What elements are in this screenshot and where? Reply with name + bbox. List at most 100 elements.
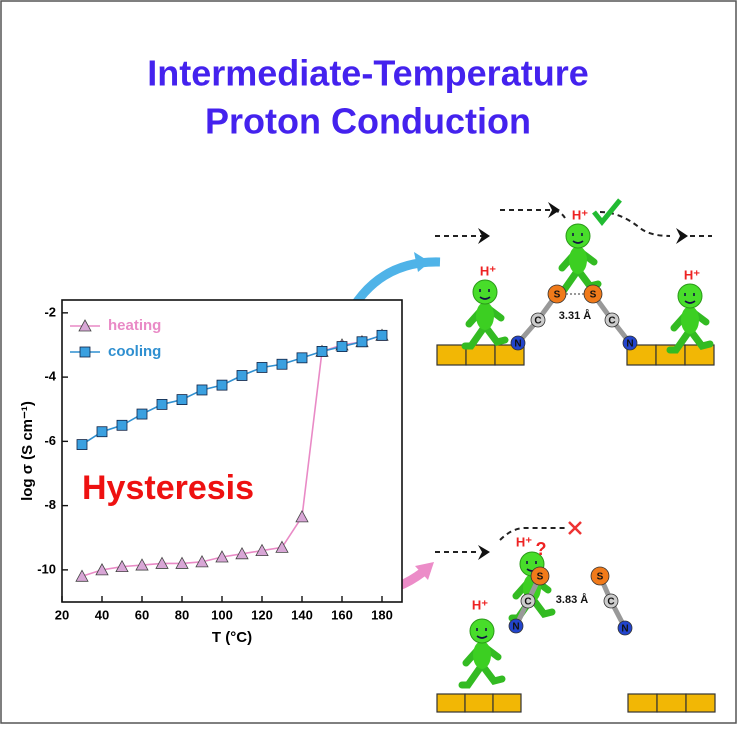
marker <box>316 346 328 357</box>
marker <box>195 555 209 568</box>
marker <box>156 399 168 410</box>
marker <box>376 329 388 341</box>
substrate-block <box>436 693 466 713</box>
marker <box>75 569 89 582</box>
x-tick-label: 80 <box>175 607 189 622</box>
atom-label: N <box>626 339 633 350</box>
marker <box>95 563 109 576</box>
chevron <box>478 545 490 560</box>
atom <box>590 566 610 586</box>
atom-label: C <box>608 316 615 327</box>
body <box>569 246 587 274</box>
marker <box>216 379 228 391</box>
marker <box>275 540 289 553</box>
marker <box>256 362 268 373</box>
annotation: Hysteresis <box>82 469 254 507</box>
marker <box>79 346 91 358</box>
marker <box>235 546 249 560</box>
marker <box>175 556 189 569</box>
cross <box>568 521 582 535</box>
proton-label: H⁺ <box>516 534 532 549</box>
x-tick-label: 140 <box>291 607 313 622</box>
marker <box>215 550 229 563</box>
proton-figure <box>554 223 602 294</box>
head <box>469 618 495 644</box>
atom <box>617 620 633 636</box>
x-tick-label: 20 <box>55 607 69 622</box>
atom <box>520 593 536 609</box>
marker <box>176 394 188 405</box>
legend-label: heating <box>108 317 161 334</box>
proton-label: H⁺ <box>572 207 588 222</box>
substrate-block <box>492 693 522 713</box>
marker <box>96 426 108 438</box>
marker <box>336 341 348 352</box>
marker <box>276 358 288 370</box>
proton-label: H⁺ <box>684 267 700 282</box>
marker <box>196 384 208 396</box>
atom-label: S <box>554 290 561 301</box>
atom-label: S <box>537 572 544 583</box>
marker <box>236 370 248 381</box>
y-tick-label: -10 <box>37 561 56 576</box>
face <box>684 293 696 304</box>
proton-figure <box>458 618 506 689</box>
marker <box>136 408 148 420</box>
substrate-block <box>685 693 716 713</box>
path-line <box>435 209 712 237</box>
atom-label: N <box>512 622 519 633</box>
distance-label: 3.31 Å <box>559 309 591 322</box>
marker <box>296 352 308 364</box>
marker <box>76 439 88 450</box>
arrowhead <box>415 562 434 580</box>
marker <box>78 319 92 332</box>
y-tick-label: -2 <box>44 304 56 319</box>
x-tick-label: 180 <box>371 607 393 622</box>
x-tick-label: 160 <box>331 607 353 622</box>
marker <box>295 510 309 523</box>
atom <box>510 335 526 351</box>
y-tick-label: -6 <box>44 433 56 448</box>
x-tick-label: 120 <box>251 607 273 622</box>
marker <box>116 419 128 431</box>
atom <box>604 312 620 328</box>
atom-label: C <box>534 316 541 327</box>
series-line <box>81 334 383 446</box>
marker <box>135 558 149 571</box>
body <box>473 641 491 669</box>
atom <box>622 335 638 351</box>
title-line: Proton Conduction <box>205 101 531 142</box>
check <box>592 198 622 226</box>
x-tick-label: 60 <box>135 607 149 622</box>
atom-label: N <box>514 339 521 350</box>
body <box>476 302 494 330</box>
head <box>472 279 498 305</box>
arrowhead <box>414 252 430 272</box>
face <box>476 628 488 639</box>
marker <box>115 559 129 573</box>
atom-label: S <box>590 290 597 301</box>
substrate-block <box>436 344 467 366</box>
path-line <box>435 527 565 553</box>
atom-label: C <box>524 597 531 608</box>
x-tick-label: 40 <box>95 607 109 622</box>
question-mark: ? <box>536 539 547 559</box>
x-axis-label: T (°C) <box>212 629 252 646</box>
x-tick-label: 100 <box>211 607 233 622</box>
distance-label: 3.83 Å <box>556 593 588 606</box>
atom-label: C <box>607 597 614 608</box>
y-tick-label: -8 <box>44 497 56 512</box>
atom <box>530 566 550 586</box>
atom <box>530 312 546 328</box>
substrate-block <box>464 693 494 713</box>
y-axis-label: log σ (S cm⁻¹) <box>19 401 36 501</box>
atom-label: N <box>621 624 628 635</box>
face <box>479 289 491 300</box>
atom <box>603 593 619 609</box>
head <box>677 283 703 309</box>
body <box>681 306 699 334</box>
proton-label: H⁺ <box>472 597 488 612</box>
proton-label: H⁺ <box>480 263 496 278</box>
atom-label: S <box>597 572 604 583</box>
